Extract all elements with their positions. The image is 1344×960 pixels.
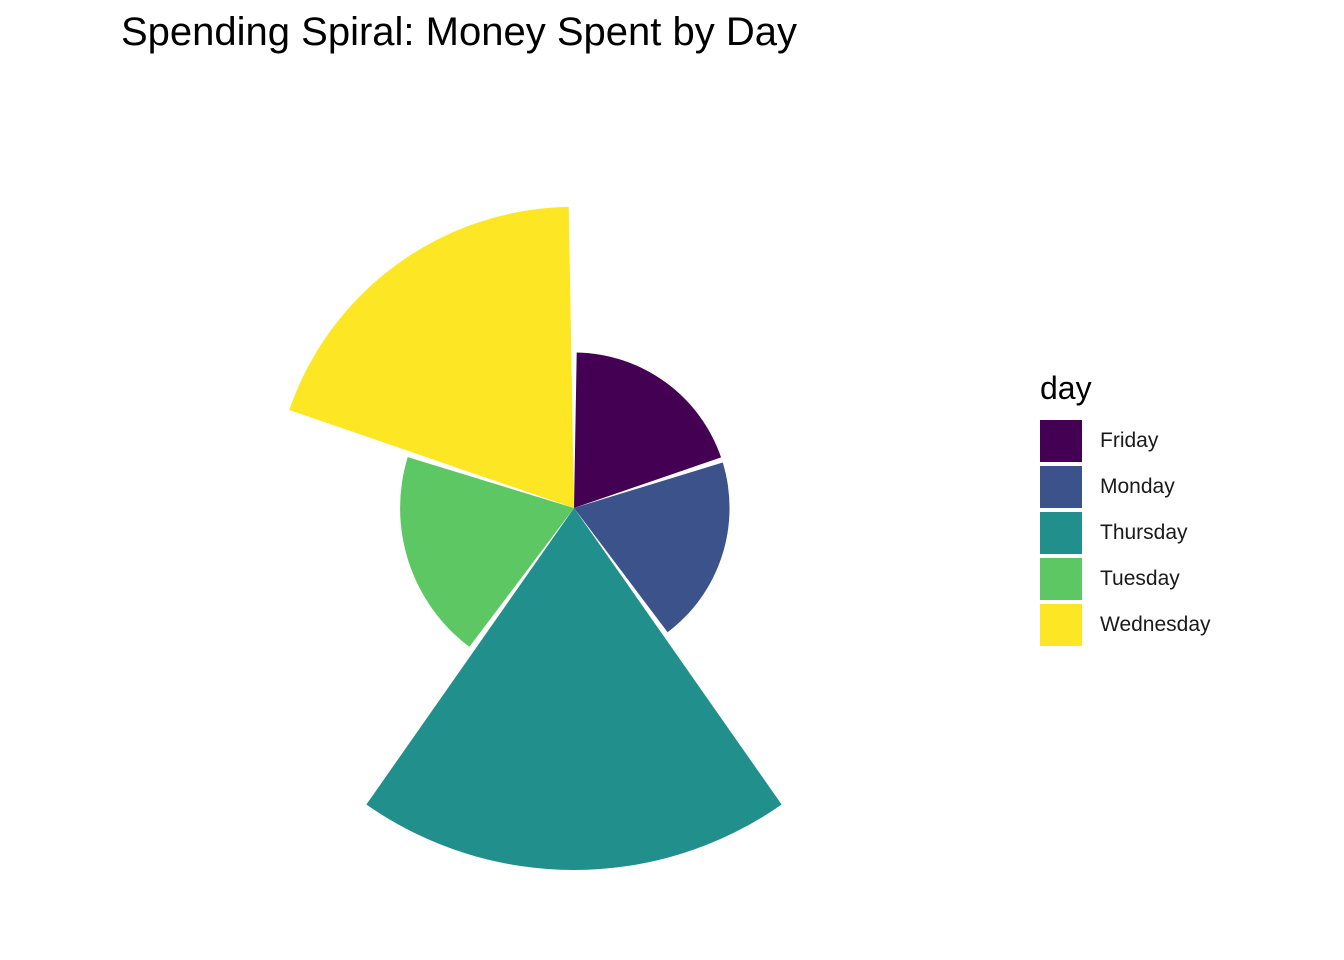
wedge-tuesday: [400, 457, 574, 647]
legend-key-monday: [1040, 466, 1082, 508]
legend-title: day: [1040, 370, 1092, 406]
rose-wedges: [289, 206, 782, 870]
legend-label: Friday: [1100, 429, 1159, 452]
wedge-wednesday: [289, 206, 574, 508]
legend-key-tuesday: [1040, 558, 1082, 600]
legend-key-friday: [1040, 420, 1082, 462]
legend-label: Tuesday: [1100, 567, 1180, 590]
wedge-friday: [574, 352, 722, 508]
legend-label: Wednesday: [1100, 613, 1211, 636]
legend-item-monday: Monday: [1040, 464, 1211, 510]
legend: day Friday Monday Thursday Tuesday Wednesday: [1040, 366, 1211, 648]
legend-item-thursday: Thursday: [1040, 510, 1211, 556]
legend-item-tuesday: Tuesday: [1040, 556, 1211, 602]
legend-label: Thursday: [1100, 521, 1188, 544]
legend-key-thursday: [1040, 512, 1082, 554]
legend-item-wednesday: Wednesday: [1040, 602, 1211, 648]
wedge-thursday: [366, 508, 782, 870]
chart-title: Spending Spiral: Money Spent by Day: [121, 10, 797, 54]
legend-item-friday: Friday: [1040, 418, 1211, 464]
legend-items: Friday Monday Thursday Tuesday Wednesday: [1040, 418, 1211, 648]
wedge-monday: [574, 462, 730, 633]
legend-label: Monday: [1100, 475, 1175, 498]
legend-key-wednesday: [1040, 604, 1082, 646]
